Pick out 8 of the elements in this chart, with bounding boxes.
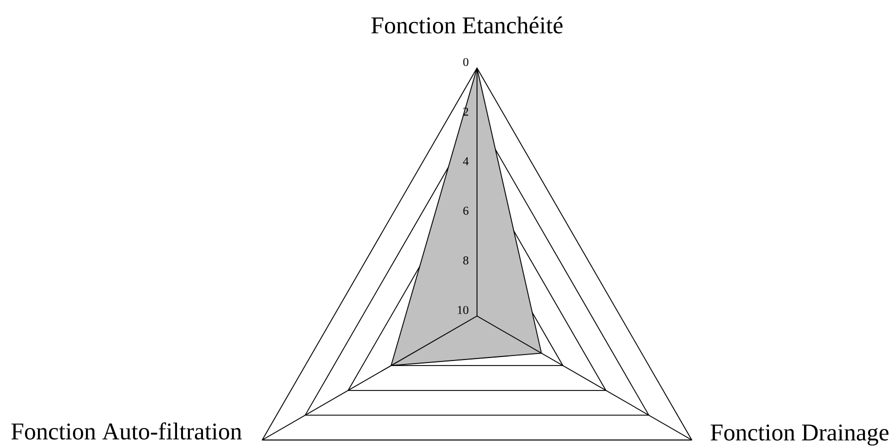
y-tick-label: 4 xyxy=(463,157,469,166)
y-tick-label: 10 xyxy=(458,306,468,314)
y-tick-label: 0 xyxy=(463,58,468,66)
spoke-label: Fonction Etanchéité xyxy=(371,16,563,34)
y-tick-label: 8 xyxy=(463,256,468,264)
spoke-label: Fonction Auto-filtration xyxy=(11,422,242,440)
spoke-label: Fonction Drainage xyxy=(710,424,888,446)
y-tick-label: 6 xyxy=(463,206,468,215)
